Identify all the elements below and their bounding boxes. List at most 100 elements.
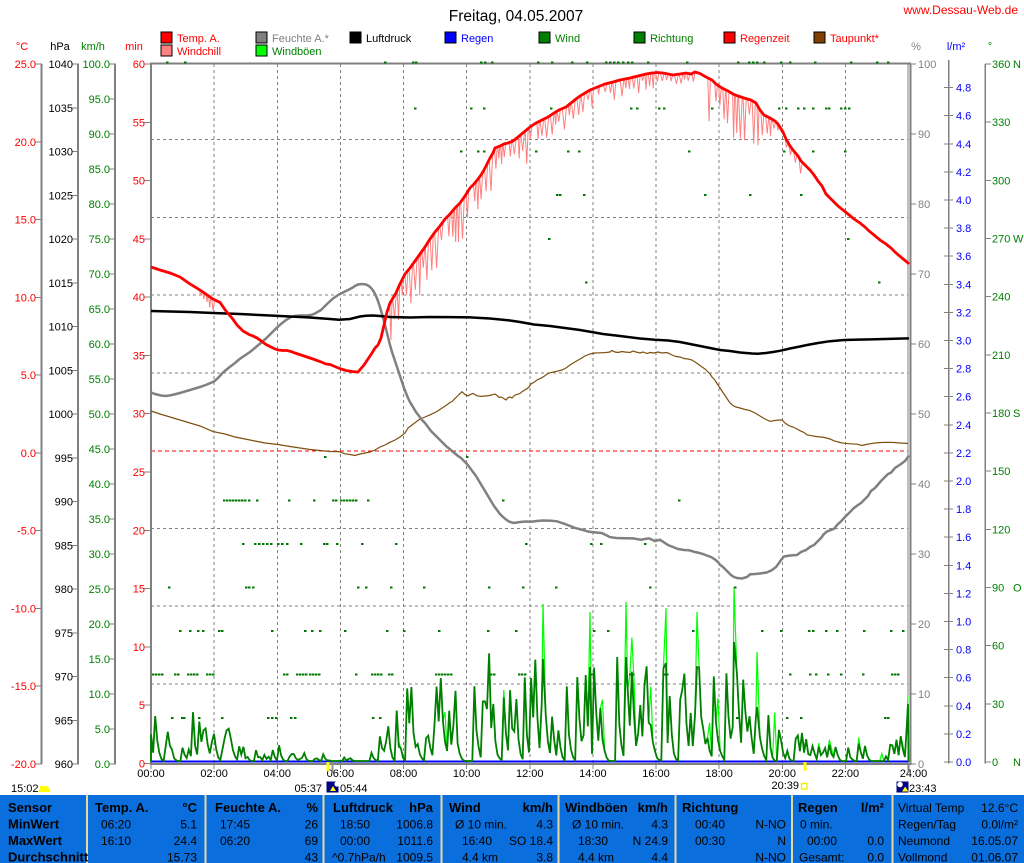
svg-text:4.4: 4.4 (956, 139, 971, 151)
svg-text:270: 270 (992, 233, 1010, 245)
svg-text:N 24.9: N 24.9 (633, 834, 669, 848)
svg-text:995: 995 (55, 453, 73, 465)
svg-text:80: 80 (918, 199, 930, 211)
svg-text:70.0: 70.0 (89, 269, 110, 281)
svg-text:330: 330 (992, 117, 1010, 129)
svg-text:4.0: 4.0 (956, 195, 971, 207)
svg-text:1025: 1025 (49, 190, 73, 202)
svg-text:55: 55 (133, 117, 145, 129)
svg-text:0.0l/m²: 0.0l/m² (981, 818, 1018, 832)
svg-text:70: 70 (918, 269, 930, 281)
svg-text:°C: °C (16, 41, 28, 53)
svg-text:1.4: 1.4 (956, 560, 971, 572)
svg-text:20: 20 (918, 619, 930, 631)
svg-text:50: 50 (133, 176, 145, 188)
svg-text:Luftdruck: Luftdruck (333, 800, 394, 815)
svg-text:08:00: 08:00 (390, 768, 418, 780)
svg-text:N-NO: N-NO (755, 851, 786, 863)
svg-text:45: 45 (133, 234, 145, 246)
svg-text:40.0: 40.0 (89, 479, 110, 491)
svg-text:10.0: 10.0 (89, 689, 110, 701)
svg-text:25.0: 25.0 (89, 584, 110, 596)
svg-text:30.0: 30.0 (89, 549, 110, 561)
svg-text:14:00: 14:00 (579, 768, 607, 780)
svg-text:4.8: 4.8 (956, 83, 971, 95)
svg-text:02:00: 02:00 (200, 768, 228, 780)
svg-text:hPa: hPa (409, 800, 434, 815)
svg-text:20.0: 20.0 (89, 619, 110, 631)
svg-text:l/m²: l/m² (861, 800, 885, 815)
svg-text:Windböen: Windböen (565, 800, 628, 815)
svg-text:km/h: km/h (81, 41, 105, 53)
svg-text:%: % (306, 800, 318, 815)
svg-text:15:02: 15:02 (11, 783, 39, 795)
svg-text:km/h: km/h (523, 800, 553, 815)
svg-text:°: ° (988, 41, 992, 53)
svg-text:18:50: 18:50 (340, 818, 370, 832)
svg-text:15.0: 15.0 (15, 215, 36, 227)
svg-text:990: 990 (55, 497, 73, 509)
svg-text:10: 10 (918, 689, 930, 701)
svg-text:25.0: 25.0 (15, 59, 36, 71)
svg-text:25: 25 (133, 467, 145, 479)
svg-text:3.8: 3.8 (956, 223, 971, 235)
svg-text:975: 975 (55, 628, 73, 640)
svg-text:0.2: 0.2 (956, 729, 971, 741)
svg-text:55.0: 55.0 (89, 374, 110, 386)
svg-text:60.0: 60.0 (89, 339, 110, 351)
svg-text:Ø 10 min.: Ø 10 min. (455, 818, 507, 832)
svg-text:10.0: 10.0 (15, 292, 36, 304)
svg-text:30: 30 (918, 549, 930, 561)
svg-text:min: min (125, 41, 143, 53)
svg-text:85.0: 85.0 (89, 164, 110, 176)
svg-text:1.6: 1.6 (956, 532, 971, 544)
svg-text:Sensor: Sensor (8, 800, 52, 815)
svg-text:4.4 km: 4.4 km (462, 851, 498, 863)
svg-text:50.0: 50.0 (89, 409, 110, 421)
svg-text:10:00: 10:00 (453, 768, 481, 780)
svg-text:00:30: 00:30 (695, 834, 725, 848)
svg-text:Windchill: Windchill (177, 46, 221, 58)
svg-text:N: N (1013, 59, 1021, 71)
svg-text:90.0: 90.0 (89, 129, 110, 141)
svg-text:965: 965 (55, 715, 73, 727)
svg-text:1.2: 1.2 (956, 588, 971, 600)
svg-text:Luftdruck: Luftdruck (366, 33, 412, 45)
svg-text:Regen: Regen (798, 800, 838, 815)
svg-text:00:00: 00:00 (807, 834, 837, 848)
svg-text:16:00: 16:00 (642, 768, 670, 780)
svg-text:06:20: 06:20 (220, 834, 250, 848)
svg-text:35: 35 (133, 350, 145, 362)
svg-text:O: O (1013, 582, 1022, 594)
svg-text:1006.8: 1006.8 (396, 818, 433, 832)
svg-text:Wind: Wind (449, 800, 481, 815)
svg-text:300: 300 (992, 175, 1010, 187)
svg-text:0.0: 0.0 (21, 448, 36, 460)
svg-text:4.3: 4.3 (536, 818, 553, 832)
svg-text:10: 10 (133, 642, 145, 654)
svg-text:20.0: 20.0 (15, 137, 36, 149)
svg-text:0 min.: 0 min. (800, 818, 833, 832)
svg-text:26: 26 (305, 818, 319, 832)
svg-text:Ø 10 min.: Ø 10 min. (572, 818, 624, 832)
svg-text:05:44: 05:44 (340, 783, 368, 795)
svg-text:180: 180 (992, 408, 1010, 420)
svg-text:0.4: 0.4 (956, 701, 971, 713)
svg-text:20: 20 (133, 525, 145, 537)
svg-text:40: 40 (133, 292, 145, 304)
svg-text:15.73: 15.73 (167, 851, 197, 863)
svg-text:60: 60 (918, 339, 930, 351)
svg-text:4.4: 4.4 (651, 851, 668, 863)
svg-text:1030: 1030 (49, 147, 73, 159)
svg-text:MaxWert: MaxWert (8, 833, 63, 848)
svg-text:0: 0 (992, 757, 998, 769)
svg-text:www.Dessau-Web.de: www.Dessau-Web.de (903, 3, 1019, 17)
svg-text:Richtung: Richtung (682, 800, 738, 815)
svg-text:Durchschnitt: Durchschnitt (8, 850, 89, 863)
svg-text:22:00: 22:00 (832, 768, 860, 780)
svg-text:W: W (1013, 233, 1024, 245)
svg-text:Temp. A.: Temp. A. (177, 33, 220, 45)
svg-text:MinWert: MinWert (8, 817, 60, 832)
svg-text:%: % (911, 41, 921, 53)
svg-text:12.6°C: 12.6°C (981, 801, 1018, 815)
